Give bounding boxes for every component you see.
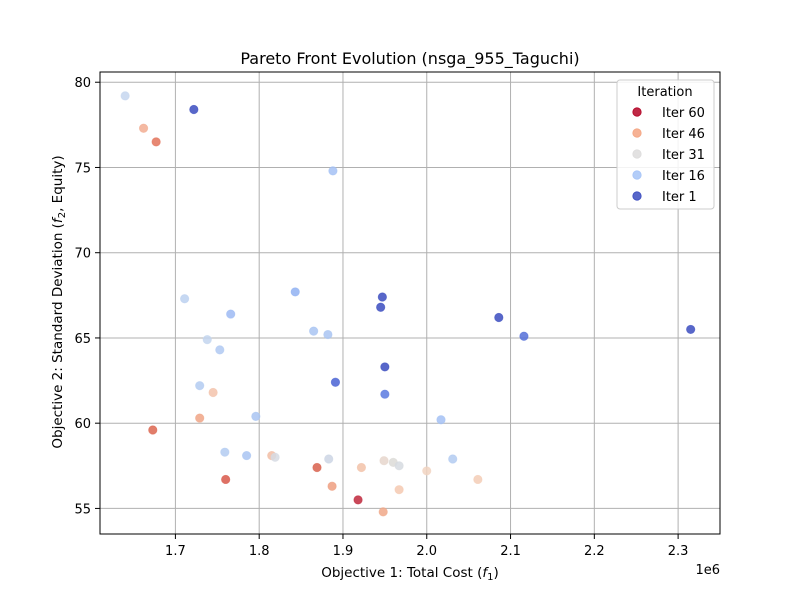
plot-frame <box>99 71 721 535</box>
y-tick-label: 60 <box>74 417 91 432</box>
data-point <box>215 345 225 355</box>
data-point <box>422 466 432 476</box>
x-tick-label: 2.0 <box>416 544 437 559</box>
data-point <box>312 462 322 473</box>
y-axis-ticks: 55 60 65 70 75 80 <box>74 76 100 517</box>
axes-frame <box>99 71 721 535</box>
x-tick-label: 1.7 <box>165 544 186 559</box>
x-axis-offset-label: 1e6 <box>695 563 720 578</box>
data-point <box>494 312 504 323</box>
legend-marker <box>632 170 642 180</box>
data-point <box>380 389 390 399</box>
data-point <box>324 454 334 464</box>
data-point <box>394 461 404 471</box>
y-tick-label: 65 <box>74 332 91 347</box>
data-point <box>208 387 218 398</box>
data-point <box>270 452 280 462</box>
y-tick-label: 55 <box>74 502 91 517</box>
data-point <box>473 474 483 485</box>
data-point <box>353 495 363 505</box>
data-point <box>448 454 458 464</box>
data-point <box>221 474 231 485</box>
data-point <box>323 329 333 340</box>
x-tick-label: 2.3 <box>668 544 689 559</box>
legend-entry: Iter 46 <box>662 127 705 142</box>
x-tick-label: 2.1 <box>500 544 521 559</box>
y-tick-label: 80 <box>74 76 91 91</box>
x-tick-label: 1.9 <box>333 544 354 559</box>
data-point <box>356 462 367 473</box>
legend-entry: Iter 16 <box>662 169 705 184</box>
data-point <box>251 411 261 421</box>
data-point <box>519 331 529 341</box>
data-point <box>148 425 158 435</box>
legend-marker <box>632 128 642 138</box>
data-point <box>242 450 252 461</box>
x-axis-label: Objective 1: Total Cost (f1) <box>321 565 499 583</box>
legend-entry: Iter 1 <box>662 190 697 205</box>
legend-marker <box>632 149 642 159</box>
legend-title: Iteration <box>637 85 692 100</box>
data-point <box>379 456 389 466</box>
y-tick-label: 75 <box>74 161 91 176</box>
data-point <box>377 292 387 302</box>
data-point <box>151 137 161 147</box>
data-point <box>380 362 390 372</box>
x-tick-label: 2.2 <box>584 544 605 559</box>
data-point <box>328 166 338 176</box>
data-point <box>120 91 130 101</box>
data-point <box>686 324 696 335</box>
y-tick-label: 70 <box>74 247 91 262</box>
legend-entry: Iter 31 <box>662 148 705 163</box>
data-point <box>327 481 337 491</box>
data-point <box>309 326 319 336</box>
legend: Iteration Iter 60 Iter 46 Iter 31 Iter 16 It… <box>616 79 715 210</box>
data-point <box>290 287 300 297</box>
data-point <box>180 294 190 304</box>
x-tick-label: 1.8 <box>249 544 270 559</box>
data-point <box>394 485 404 495</box>
data-point <box>330 377 341 387</box>
data-point <box>202 335 212 345</box>
chart-title: Pareto Front Evolution (nsga_955_Taguchi… <box>240 49 579 69</box>
data-point <box>220 447 230 457</box>
data-point <box>378 507 388 517</box>
legend-entry: Iter 60 <box>662 106 705 121</box>
data-point <box>436 415 446 425</box>
data-point <box>189 104 199 115</box>
data-point <box>226 309 236 319</box>
data-points <box>120 91 696 517</box>
x-axis-ticks: 1.7 1.8 1.9 2.0 2.1 2.2 2.3 <box>165 534 688 559</box>
legend-marker <box>632 107 642 117</box>
data-point <box>195 413 205 423</box>
y-axis-label: Objective 2: Standard Deviation (f2, Equ… <box>50 155 68 448</box>
data-point <box>138 123 149 133</box>
data-point <box>376 302 386 312</box>
legend-marker <box>632 191 642 201</box>
data-point <box>195 381 205 391</box>
